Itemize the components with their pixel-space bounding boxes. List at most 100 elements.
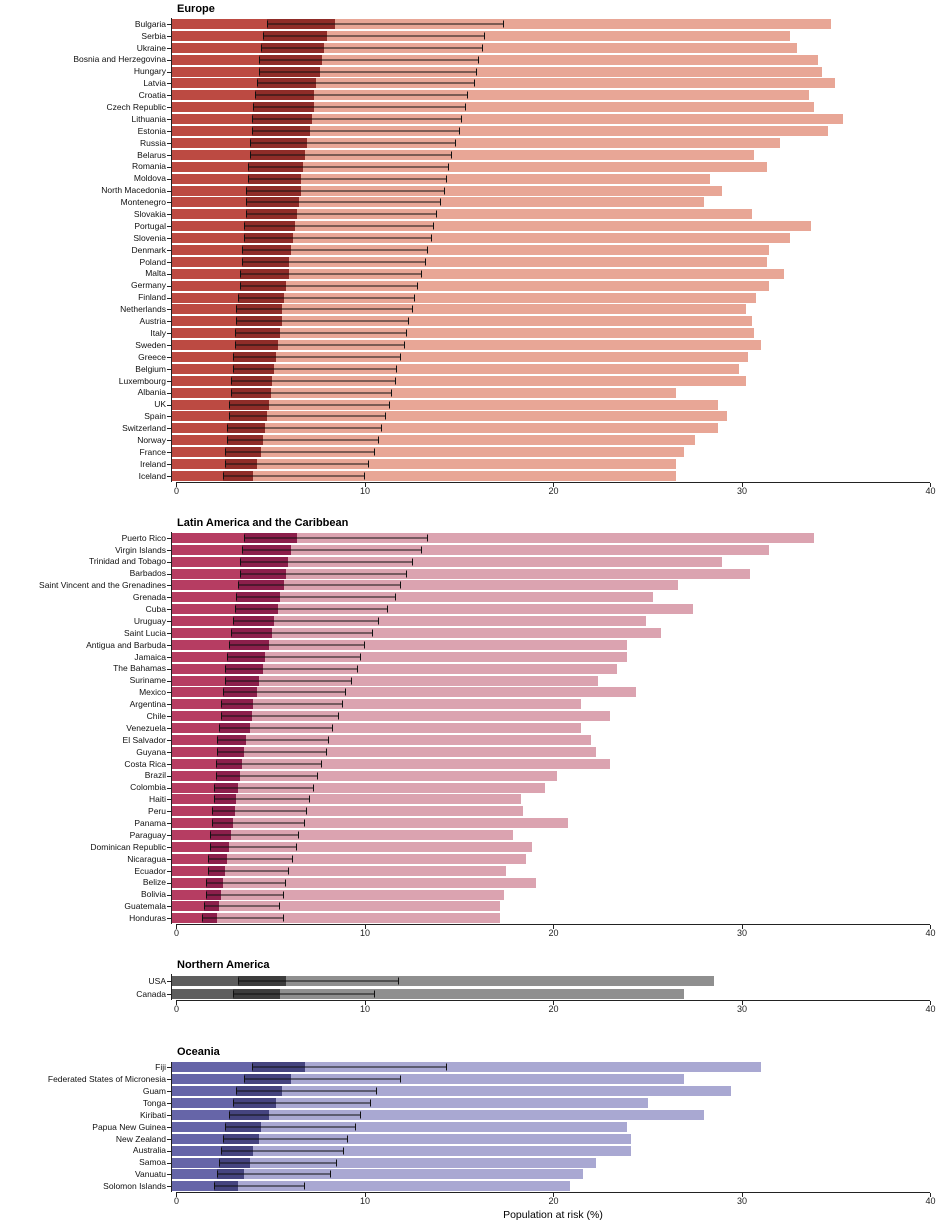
country-label: Mexico [139,687,166,698]
country-row: Luxembourg [0,374,939,387]
ci-whisker [206,891,284,899]
ci-whisker [204,902,280,910]
country-row: Australia [0,1144,939,1157]
country-row: Belarus [0,148,939,161]
country-label: Papua New Guinea [92,1121,166,1132]
country-label: Trinidad and Tobago [88,556,166,567]
ci-whisker [208,867,290,875]
ci-whisker [221,1147,345,1155]
country-label: Estonia [137,125,166,136]
country-row: Colombia [0,781,939,794]
light-bar [172,78,836,89]
country-label: Slovakia [133,209,166,220]
country-bars [167,410,930,423]
country-row: Brazil [0,769,939,782]
country-bars [167,101,930,114]
dark-bar [172,770,241,781]
dark-bar [172,435,263,446]
country-label: Fiji [155,1062,166,1073]
light-bar [172,363,739,374]
country-row: Montenegro [0,196,939,209]
x-axis: 0 10 20 30 40 [174,1192,936,1208]
country-label: Latvia [143,78,166,89]
x-axis-tick-label: 20 [548,1004,559,1015]
light-bar [172,126,828,137]
ci-whisker [242,258,426,266]
dark-bar [172,651,265,662]
country-label: Suriname [129,675,166,686]
country-label: Belgium [135,363,166,374]
country-row: Estonia [0,125,939,137]
light-bar [172,149,754,160]
dark-bar [172,30,328,41]
country-bars [167,374,930,387]
ci-whisker [245,187,445,194]
light-bar [172,975,714,986]
dark-bar [172,865,226,876]
country-row: Slovenia [0,232,939,245]
light-bar [172,316,752,327]
dark-bar [172,149,305,160]
panel-title: Europe [177,3,215,15]
country-bars [167,781,930,794]
ci-whisker [221,700,343,708]
country-label: Guyana [136,746,166,757]
country-row: Poland [0,255,939,268]
dark-bar [172,1133,260,1144]
ci-whisker [249,151,453,159]
country-label: Panama [134,817,166,828]
light-bar [172,699,582,710]
x-axis-tick-label: 10 [359,1004,371,1015]
light-bar [172,675,599,686]
ci-whisker [240,570,407,578]
dark-bar [172,877,224,888]
light-bar [172,375,747,386]
ci-whisker [249,139,457,147]
ci-whisker [213,784,315,792]
country-bars [167,1156,930,1169]
x-axis-tick-label: 40 [925,1196,936,1207]
x-axis-tick-label: 10 [359,485,371,496]
country-row: Solomon Islands [0,1180,939,1193]
country-bars [167,876,930,889]
country-bars [167,29,930,42]
light-bar [172,865,506,876]
country-bars [167,841,930,853]
country-bars [167,291,930,304]
country-row: Czech Republic [0,101,939,114]
country-bars [167,531,930,544]
country-label: Puerto Rico [121,532,166,543]
dark-bar [172,304,282,315]
country-label: Haiti [148,794,166,805]
ci-whisker [225,677,352,685]
light-bar [172,723,582,734]
dark-bar [172,19,335,30]
country-label: Guam [142,1085,166,1096]
country-row: North Macedonia [0,184,939,197]
country-bars [167,686,930,699]
ci-whisker [228,641,366,649]
country-row: Suriname [0,674,939,687]
country-row: Chile [0,710,939,723]
country-label: Uruguay [133,615,166,626]
dark-bar [172,544,292,555]
country-row: Virgin Islands [0,543,939,556]
ci-whisker [230,377,396,385]
ci-whisker [226,653,362,661]
light-bar [172,42,798,53]
light-bar [172,233,790,244]
country-bars [167,327,930,340]
country-label: Costa Rica [124,758,166,769]
ci-whisker [206,879,286,887]
country-label: North Macedonia [101,185,166,196]
x-axis-tick: 30 [737,482,747,496]
country-row: Romania [0,160,939,173]
light-bar [172,185,722,196]
light-bar [172,1181,570,1192]
dark-bar [172,699,254,710]
country-label: Hungary [133,66,166,77]
x-axis-tick: 20 [548,1001,559,1014]
ci-whisker [251,1063,447,1071]
country-row: Honduras [0,912,939,925]
light-bar [172,1062,762,1073]
